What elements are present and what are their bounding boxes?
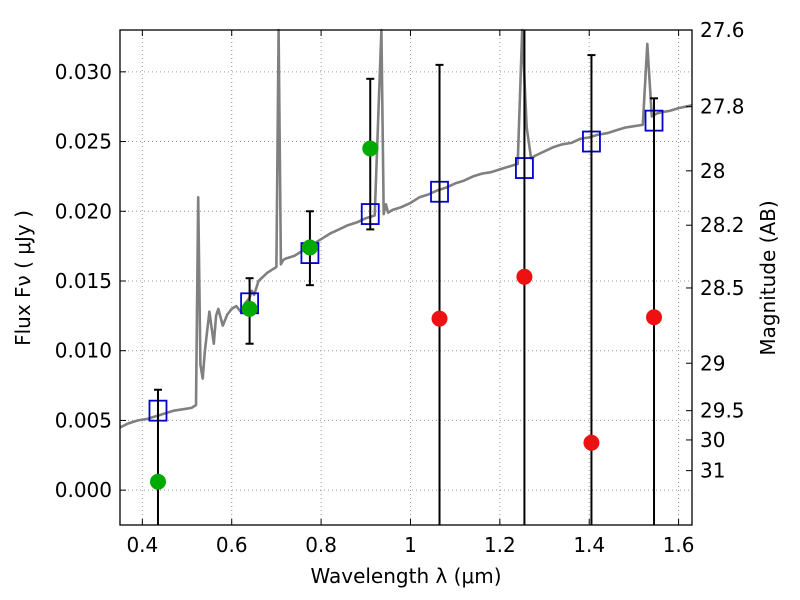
plot-frame (119, 29, 693, 526)
nondetection-point (516, 268, 533, 285)
nondetection-point (431, 310, 448, 327)
nondetection-point (646, 309, 663, 326)
grid-lines (120, 30, 692, 525)
detection-point (301, 239, 318, 256)
model-spectrum-line (119, 28, 693, 429)
y2-tick-label: 29.5 (700, 399, 745, 423)
x-axis-label: Wavelength λ (μm) (310, 564, 501, 588)
y-tick-label: 0.020 (55, 199, 112, 223)
y-tick-label: 0.005 (55, 408, 112, 432)
x-tick-label: 1.4 (573, 533, 605, 557)
y2-tick-label: 27.8 (700, 95, 745, 119)
y-tick-label: 0.010 (55, 339, 112, 363)
x-tick-label: 0.8 (305, 533, 337, 557)
y-axis-label: Flux Fν ( μJy ) (11, 210, 35, 346)
y2-tick-label: 29 (700, 351, 725, 375)
y-tick-label: 0.025 (55, 130, 112, 154)
detection-point (149, 473, 166, 490)
y2-tick-label: 28.5 (700, 276, 745, 300)
y-tick-label: 0.030 (55, 60, 112, 84)
y2-tick-label: 30 (700, 428, 725, 452)
x-tick-label: 0.6 (216, 533, 248, 557)
y2-tick-label: 28.2 (700, 213, 745, 237)
y-tick-label: 0.015 (55, 269, 112, 293)
plot-area (119, 28, 693, 525)
detection-point (362, 140, 379, 157)
y2-tick-label: 31 (700, 459, 725, 483)
x-tick-label: 1.2 (484, 533, 516, 557)
y2-axis-label: Magnitude (AB) (756, 200, 780, 355)
nondetection-point (583, 434, 600, 451)
x-tick-label: 1 (404, 533, 417, 557)
y2-tick-label: 28 (700, 159, 725, 183)
detection-point (241, 300, 258, 317)
y-tick-label: 0.000 (55, 478, 112, 502)
y2-tick-label: 27.6 (700, 18, 745, 42)
x-tick-label: 0.4 (126, 533, 158, 557)
x-tick-label: 1.6 (663, 533, 695, 557)
axis-ticks: 0.4 0.6 0.8 1 1.2 1.4 1.6 0.000 0.005 0.010 0.015 0… (55, 18, 745, 557)
